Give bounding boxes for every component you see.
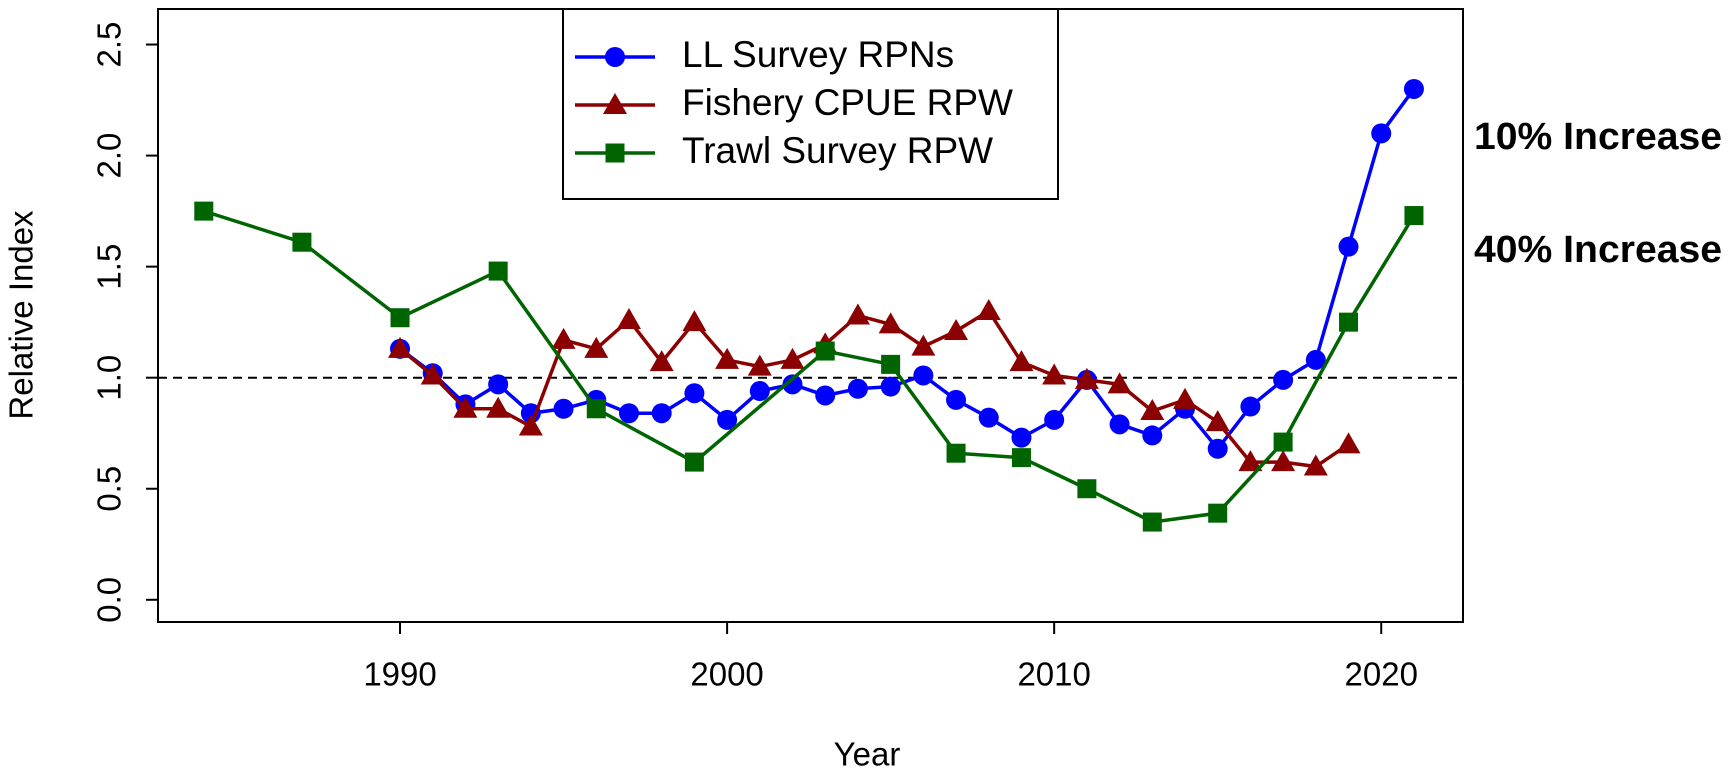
data-point (881, 354, 901, 374)
data-point (584, 336, 609, 358)
data-point (616, 307, 641, 329)
data-point (551, 327, 576, 349)
legend: LL Survey RPNs Fishery CPUE RPW Trawl Surv… (562, 8, 1059, 200)
data-point (913, 365, 934, 386)
legend-marker (605, 47, 625, 67)
data-point (944, 319, 969, 341)
data-point (420, 363, 445, 385)
x-tick-label: 2020 (1345, 656, 1418, 693)
data-point (1271, 450, 1296, 472)
y-axis-label: Relative Index (3, 210, 40, 420)
x-tick-label: 2010 (1017, 656, 1090, 693)
data-point (880, 376, 901, 397)
y-tick-label: 0.5 (91, 466, 128, 512)
data-point (1107, 372, 1132, 394)
data-point (1207, 438, 1228, 459)
data-point (292, 232, 312, 252)
data-point (780, 347, 805, 369)
data-point (1339, 312, 1359, 332)
data-point (1238, 450, 1263, 472)
data-point (1044, 409, 1065, 430)
legend-marker (605, 143, 625, 163)
x-tick-label: 2000 (690, 656, 763, 693)
data-point (1404, 206, 1424, 226)
data-point (1011, 427, 1032, 448)
data-point (651, 403, 672, 424)
data-point (976, 299, 1001, 321)
data-point (946, 389, 967, 410)
annotation: 10% Increase (1474, 116, 1722, 158)
annotation: 40% Increase (1474, 229, 1722, 271)
data-point (1011, 448, 1031, 468)
data-point (684, 452, 704, 472)
data-point (815, 385, 836, 406)
data-point (1208, 503, 1228, 523)
data-point (684, 383, 705, 404)
data-point (1140, 399, 1165, 421)
data-point (390, 308, 410, 328)
data-point (488, 374, 509, 395)
data-point (1338, 236, 1359, 257)
data-point (1303, 454, 1328, 476)
data-point (911, 334, 936, 356)
data-point (1205, 410, 1230, 432)
data-point (453, 396, 478, 418)
legend-marker (603, 93, 627, 114)
data-point (978, 407, 999, 428)
data-point (1305, 349, 1326, 370)
data-point (749, 381, 770, 402)
data-point (618, 403, 639, 424)
data-point (486, 396, 511, 418)
x-tick-label: 1990 (363, 656, 436, 693)
data-point (1042, 363, 1067, 385)
data-point (747, 354, 772, 376)
data-point (946, 443, 966, 463)
data-point (1240, 396, 1261, 417)
data-point (715, 347, 740, 369)
data-point (1273, 432, 1293, 452)
data-point (649, 350, 674, 372)
data-point (194, 201, 214, 221)
data-point (1142, 425, 1163, 446)
data-point (1371, 123, 1392, 144)
y-tick-label: 2.5 (91, 22, 128, 68)
data-point (488, 261, 508, 281)
data-point (553, 398, 574, 419)
data-point (1142, 512, 1162, 532)
data-point (717, 409, 738, 430)
x-axis-label: Year (834, 736, 901, 772)
data-point (1074, 367, 1099, 389)
data-point (847, 378, 868, 399)
data-point (1109, 414, 1130, 435)
data-point (586, 399, 606, 419)
y-tick-label: 0.0 (91, 577, 128, 623)
y-tick-label: 1.5 (91, 244, 128, 290)
y-tick-label: 2.0 (91, 133, 128, 179)
series-line (203, 209, 1416, 524)
data-point (388, 336, 413, 358)
data-point (1009, 350, 1034, 372)
data-point (682, 310, 707, 332)
legend-label: Fishery CPUE RPW (682, 82, 1013, 123)
data-point (1273, 369, 1294, 390)
data-point (878, 312, 903, 334)
data-point (518, 414, 543, 436)
data-point (1336, 432, 1361, 454)
data-point (782, 374, 803, 395)
y-tick-label: 1.0 (91, 355, 128, 401)
data-point (1403, 78, 1424, 99)
data-point (845, 303, 870, 325)
legend-label: Trawl Survey RPW (682, 130, 993, 171)
data-point (1172, 387, 1197, 409)
legend-label: LL Survey RPNs (682, 34, 954, 75)
data-point (1077, 479, 1097, 499)
data-point (815, 341, 835, 361)
